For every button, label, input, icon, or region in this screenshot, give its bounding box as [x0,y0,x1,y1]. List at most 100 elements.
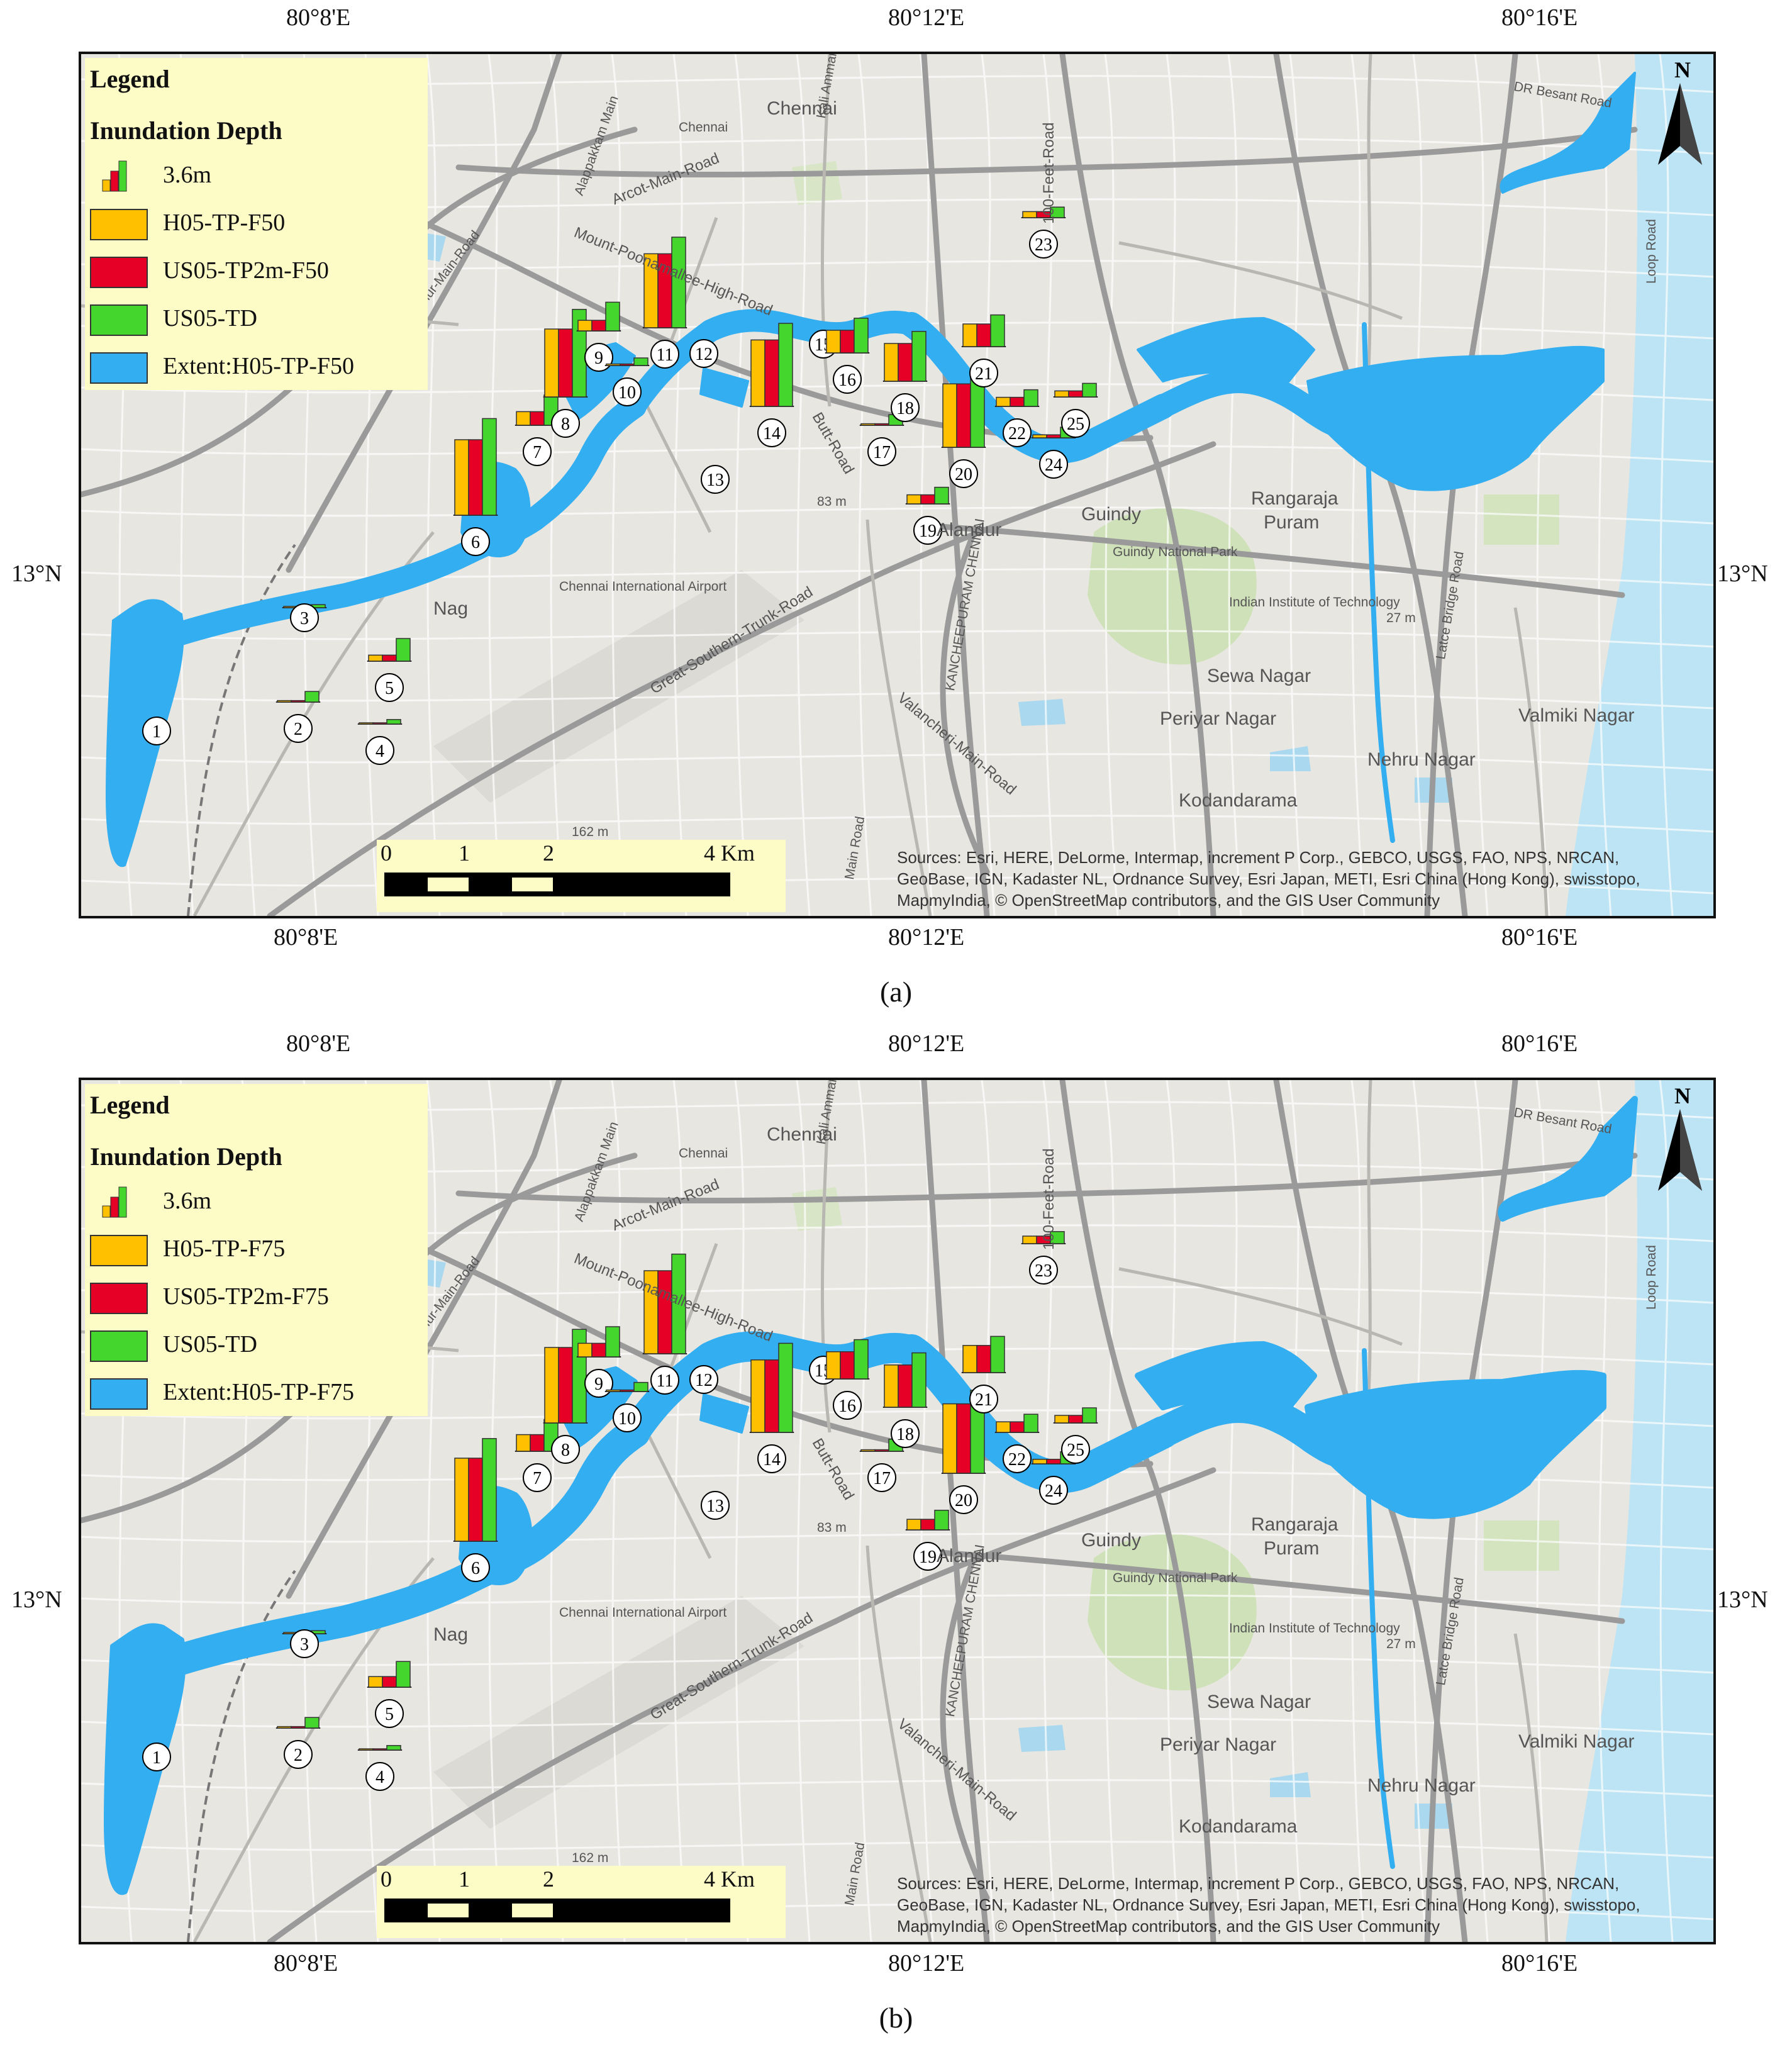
station-5: 5 [367,638,412,702]
station-4-label-circle [365,736,394,765]
station-9-bar-us05tp2m [591,1342,606,1358]
station-8-bar-h05 [544,1347,559,1424]
station-24-bar-us05tp2m [1046,434,1061,438]
station-14-bar-us05tp2m [764,339,779,407]
legend-label-2: US05-TP2m-F50 [163,257,329,284]
station-5-bar-h05 [368,654,383,662]
station-25-bar-us05td [1082,382,1097,398]
station-7-bar-h05 [516,1434,531,1452]
station-6-label: 6 [471,533,480,552]
station-1-label: 1 [152,722,161,742]
station-10: 10 [604,1381,650,1432]
place-label: Puram [1264,512,1320,533]
station-25-label: 25 [1067,1441,1084,1460]
station-23-label-circle [1029,230,1058,259]
station-2-label: 2 [294,720,303,739]
station-23-label: 23 [1035,1261,1052,1281]
north-arrow-icon: N [1652,57,1708,171]
place-label: Sewa Nagar [1207,666,1311,686]
station-4-bar-h05 [359,1748,374,1751]
station-1-label-circle [142,717,171,745]
station-4-bar-us05td [386,719,401,725]
station-10-label: 10 [618,383,636,403]
station-4-bar-us05tp2m [372,722,387,725]
station-18: 18 [882,1352,928,1448]
station-9-bar-h05 [577,320,593,332]
station-17: 17 [859,1439,904,1492]
station-6-label-circle [461,527,490,556]
station-4-label: 4 [376,1768,384,1787]
legend-item-1: H05-TP-F75 [90,1232,423,1268]
station-21-bar-us05td [990,314,1005,347]
legend-swatch-4 [90,1378,148,1410]
place-label: 27 m [1386,1637,1416,1651]
station-5-bar-h05 [368,1676,383,1688]
place-label: Chennai [679,1146,728,1161]
station-23-bar-h05 [1022,211,1037,218]
scale-bar: 0 1 2 4 Km [377,840,786,912]
place-label: Loop Road [1644,1245,1659,1310]
station-16-label: 16 [838,1397,856,1416]
place-label: Chennai International Airport [559,579,727,594]
station-3-label: 3 [300,1635,309,1654]
panel-caption-b: (b) [879,2002,913,2034]
station-12: 12 [689,1365,718,1394]
station-22-label: 22 [1008,1450,1026,1469]
station-8-label-circle [551,1435,580,1464]
station-8-label: 8 [561,1441,570,1460]
map-frame: 1 2 3 4 5 6 7 8 9 10 11 12 13 14 15 16 17 18 19 20 21 22 23 24 2… [79,1078,1716,1944]
station-7-label-circle [523,437,552,466]
scale-tick-2: 2 [543,1866,554,1892]
legend: Legend Inundation Depth 3.6m H05-TP-F75 … [85,1084,428,1416]
station-6-bar-h05 [454,439,469,516]
station-17-label: 17 [873,1469,891,1488]
station-25-bar-us05tp2m [1068,390,1083,398]
place-label: Rangaraja [1251,488,1338,509]
station-13-label-circle [701,465,730,494]
place-label: Puram [1264,1538,1320,1559]
lat-tick-left: 13°N [11,560,62,587]
top-tick-3: 80°16'E [1501,4,1578,31]
station-8-label-circle [551,409,580,438]
station-4: 4 [357,719,403,765]
station-23-label: 23 [1035,235,1052,255]
station-5-label-circle [375,673,404,702]
station-24-label-circle [1039,450,1068,479]
station-18-bar-h05 [884,1364,899,1408]
station-17-bar-us05tp2m [874,1449,889,1452]
station-9-label-circle [584,1369,613,1398]
bottom-tick-1: 80°8'E [274,924,338,951]
station-10-label-circle [613,377,642,406]
station-9: 9 [576,301,621,372]
legend-subtitle: Inundation Depth [90,1142,282,1171]
top-tick-2: 80°12'E [888,1030,965,1057]
bottom-tick-2: 80°12'E [888,924,965,951]
station-16-label: 16 [838,371,856,390]
legend-label-3: US05-TD [163,1331,257,1358]
station-3-label-circle [290,1629,319,1658]
scale-tick-1: 1 [459,1866,470,1892]
scale-tick-0: 0 [381,840,392,866]
station-6-bar-us05td [482,418,497,516]
station-8-bar-us05tp2m [558,1347,573,1424]
place-label: 83 m [817,494,847,509]
legend-item-3: US05-TD [90,1328,423,1363]
station-14: 14 [749,323,794,447]
station-16: 16 [825,318,870,394]
station-5-label: 5 [385,1705,394,1724]
top-tick-3: 80°16'E [1501,1030,1578,1057]
station-16-bar-us05td [854,318,869,354]
station-2-label-circle [284,1740,313,1769]
place-label: 162 m [572,825,609,839]
station-20: 20 [941,369,986,488]
legend-label-4: Extent:H05-TP-F50 [163,353,354,379]
station-22-bar-us05tp2m [1010,1421,1025,1433]
station-7-bar-h05 [516,411,531,426]
place-label: Guindy [1081,1530,1142,1551]
legend-bar-scale: 3.6m [90,1185,423,1220]
bar-scale-icon [102,160,127,192]
station-22-label-circle [1003,418,1032,447]
station-19-bar-us05tp2m [920,494,935,505]
station-22: 22 [994,389,1040,447]
station-18-bar-h05 [884,343,899,382]
